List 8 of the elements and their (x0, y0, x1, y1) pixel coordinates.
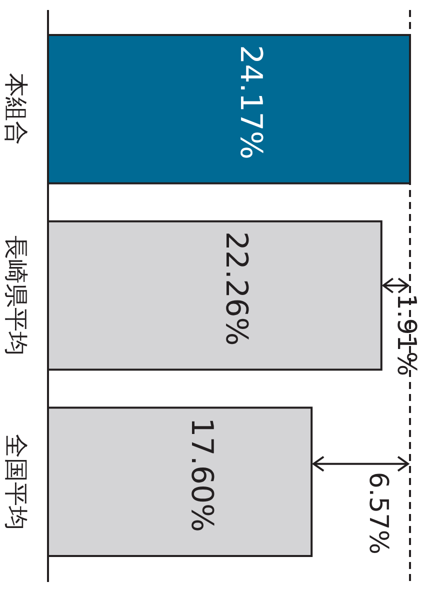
annotation: 6.57% (363, 472, 393, 554)
data-label: 17.60% (184, 418, 219, 532)
y-tick-label: 全国平均 (2, 434, 30, 530)
data-label: 22.26% (218, 231, 254, 346)
y-tick-label: 本組合 (2, 73, 30, 146)
data-label: 24.17% (233, 45, 268, 160)
annotation: 1.91% (391, 294, 421, 376)
y-tick-label: 長崎県平均 (2, 236, 30, 356)
